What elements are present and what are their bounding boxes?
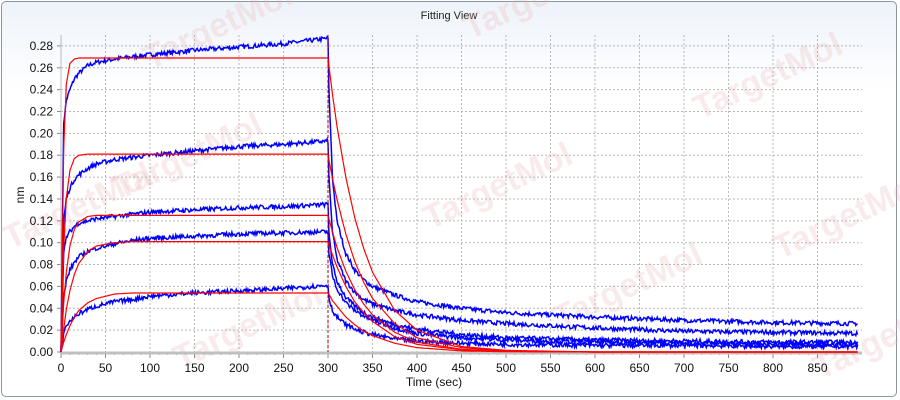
x-tick-label: 500 bbox=[496, 361, 516, 375]
watermark-text: TargetMol bbox=[547, 235, 708, 337]
observed-series-1 bbox=[60, 35, 858, 353]
observed-series-2 bbox=[60, 136, 859, 353]
y-tick-label: 0.06 bbox=[30, 279, 54, 293]
y-tick-label: 0.24 bbox=[30, 83, 54, 97]
y-tick-label: 0.08 bbox=[30, 258, 54, 272]
x-tick-label: 100 bbox=[140, 361, 160, 375]
y-tick-label: 0.18 bbox=[30, 148, 54, 162]
x-tick-label: 600 bbox=[585, 361, 605, 375]
grid bbox=[61, 35, 862, 352]
window-title: Fitting View bbox=[420, 10, 478, 22]
watermark-text: TargetMol bbox=[137, 0, 298, 77]
x-tick-label: 350 bbox=[362, 361, 382, 375]
x-tick-label: 550 bbox=[540, 361, 560, 375]
y-tick-label: 0.00 bbox=[30, 345, 54, 359]
series bbox=[60, 35, 859, 353]
x-tick-label: 0 bbox=[58, 361, 65, 375]
y-tick-label: 0.26 bbox=[30, 61, 54, 75]
y-tick-label: 0.02 bbox=[30, 323, 54, 337]
x-tick-label: 400 bbox=[407, 361, 427, 375]
y-tick-label: 0.10 bbox=[30, 236, 54, 250]
watermark-text: TargetMol bbox=[767, 165, 900, 267]
axes: 0 50 100 150 200 250 300 350 400 450 500 550 600 650 7… bbox=[30, 35, 862, 375]
x-tick-label: 650 bbox=[629, 361, 649, 375]
y-tick-label: 0.28 bbox=[30, 39, 54, 53]
x-tick-label: 150 bbox=[184, 361, 204, 375]
x-tick-label: 300 bbox=[318, 361, 338, 375]
x-tick-label: 750 bbox=[718, 361, 738, 375]
x-tick-label: 250 bbox=[273, 361, 293, 375]
x-tick-label: 800 bbox=[763, 361, 783, 375]
y-tick-label: 0.20 bbox=[30, 126, 54, 140]
observed-series-4 bbox=[60, 227, 859, 353]
x-axis-label: Time (sec) bbox=[406, 375, 462, 389]
watermark-text: TargetMol bbox=[687, 25, 848, 127]
y-tick-label: 0.16 bbox=[30, 170, 54, 184]
x-tick-label: 850 bbox=[807, 361, 827, 375]
x-tick-label: 200 bbox=[229, 361, 249, 375]
y-tick-label: 0.22 bbox=[30, 105, 54, 119]
y-tick-label: 0.12 bbox=[30, 214, 54, 228]
fit-series-5 bbox=[60, 292, 858, 353]
y-axis-label: nm bbox=[13, 187, 27, 204]
x-tick-label: 700 bbox=[674, 361, 694, 375]
watermark-text: TargetMol bbox=[417, 135, 578, 237]
y-tick-label: 0.14 bbox=[30, 192, 54, 206]
y-tick-label: 0.04 bbox=[30, 301, 54, 315]
watermark-text: TargetMol bbox=[457, 0, 618, 47]
x-tick-label: 50 bbox=[99, 361, 113, 375]
x-tick-label: 450 bbox=[451, 361, 471, 375]
